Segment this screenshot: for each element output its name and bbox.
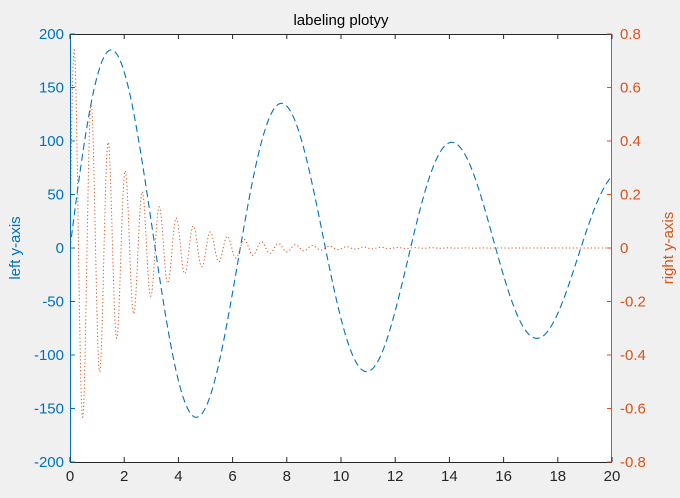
x-tick-label: 18 [549,468,566,485]
left-y-tick-label: 50 [47,187,64,204]
axes-layer: 0 2 4 6 8 10 12 14 16 18 20 -200 -150 -100 -50 0 50 100 15… [34,26,646,485]
right-y-tick-label: 0.6 [620,80,641,97]
left-y-tick-label: 200 [39,26,64,43]
right-y-tick-label: -0.6 [620,401,646,418]
x-tick-label: 8 [283,468,291,485]
right-y-tick-label: -0.4 [620,347,646,364]
right-y-tick-label: -0.2 [620,294,646,311]
left-y-tick-label: -200 [34,454,64,471]
right-y-tick-label: -0.8 [620,454,646,471]
x-tick-label: 2 [120,468,128,485]
left-y-tick-label: -100 [34,347,64,364]
x-tick-label: 6 [228,468,236,485]
left-y-tick-label: 0 [56,240,64,257]
x-tick-label: 16 [495,468,512,485]
right-y-tick-label: 0.8 [620,26,641,43]
x-tick-label: 10 [333,468,350,485]
right-y-axis-label: right y-axis [660,212,677,285]
x-tick-label: 14 [441,468,458,485]
left-y-tick-label: 100 [39,133,64,150]
chart-title: labeling plotyy [293,12,389,29]
x-tick-label: 0 [66,468,74,485]
axes-background [70,34,612,462]
right-axis-series-line [70,48,612,419]
left-y-tick-label: -150 [34,401,64,418]
right-y-tick-label: 0.4 [620,133,641,150]
left-y-tick-label: -50 [42,294,64,311]
x-tick-label: 20 [604,468,621,485]
right-y-tick-label: 0 [620,240,628,257]
x-tick-label: 4 [174,468,182,485]
left-y-tick-label: 150 [39,80,64,97]
right-y-tick-label: 0.2 [620,187,641,204]
series-layer [70,48,612,419]
left-y-axis-label: left y-axis [7,216,24,279]
left-axis-series-line [70,49,612,418]
x-tick-label: 12 [387,468,404,485]
